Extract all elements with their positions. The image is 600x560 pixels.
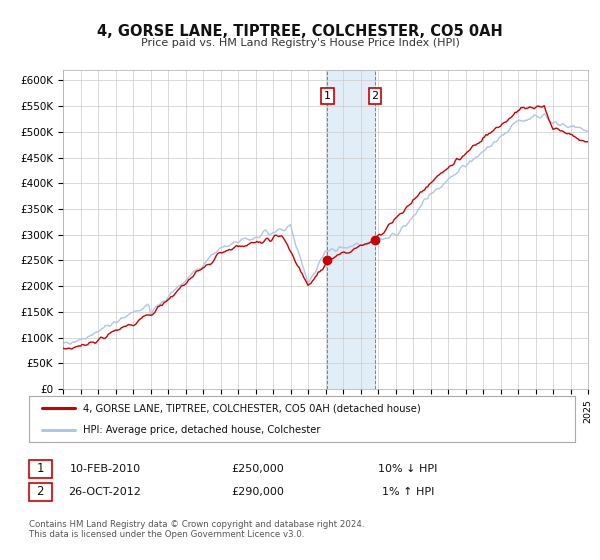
- Text: HPI: Average price, detached house, Colchester: HPI: Average price, detached house, Colc…: [83, 426, 321, 436]
- Text: £290,000: £290,000: [232, 487, 284, 497]
- Text: Price paid vs. HM Land Registry's House Price Index (HPI): Price paid vs. HM Land Registry's House …: [140, 38, 460, 48]
- Text: 1% ↑ HPI: 1% ↑ HPI: [382, 487, 434, 497]
- Text: 26-OCT-2012: 26-OCT-2012: [68, 487, 142, 497]
- Text: £250,000: £250,000: [232, 464, 284, 474]
- Text: 4, GORSE LANE, TIPTREE, COLCHESTER, CO5 0AH (detached house): 4, GORSE LANE, TIPTREE, COLCHESTER, CO5 …: [83, 403, 421, 413]
- Text: 1: 1: [37, 462, 44, 475]
- Text: 4, GORSE LANE, TIPTREE, COLCHESTER, CO5 0AH: 4, GORSE LANE, TIPTREE, COLCHESTER, CO5 …: [97, 24, 503, 39]
- Text: 10% ↓ HPI: 10% ↓ HPI: [379, 464, 437, 474]
- Text: Contains HM Land Registry data © Crown copyright and database right 2024.
This d: Contains HM Land Registry data © Crown c…: [29, 520, 364, 539]
- Text: 10-FEB-2010: 10-FEB-2010: [70, 464, 140, 474]
- Bar: [327, 70, 375, 389]
- Text: 2: 2: [371, 91, 379, 101]
- Text: 2: 2: [37, 485, 44, 498]
- Text: 1: 1: [324, 91, 331, 101]
